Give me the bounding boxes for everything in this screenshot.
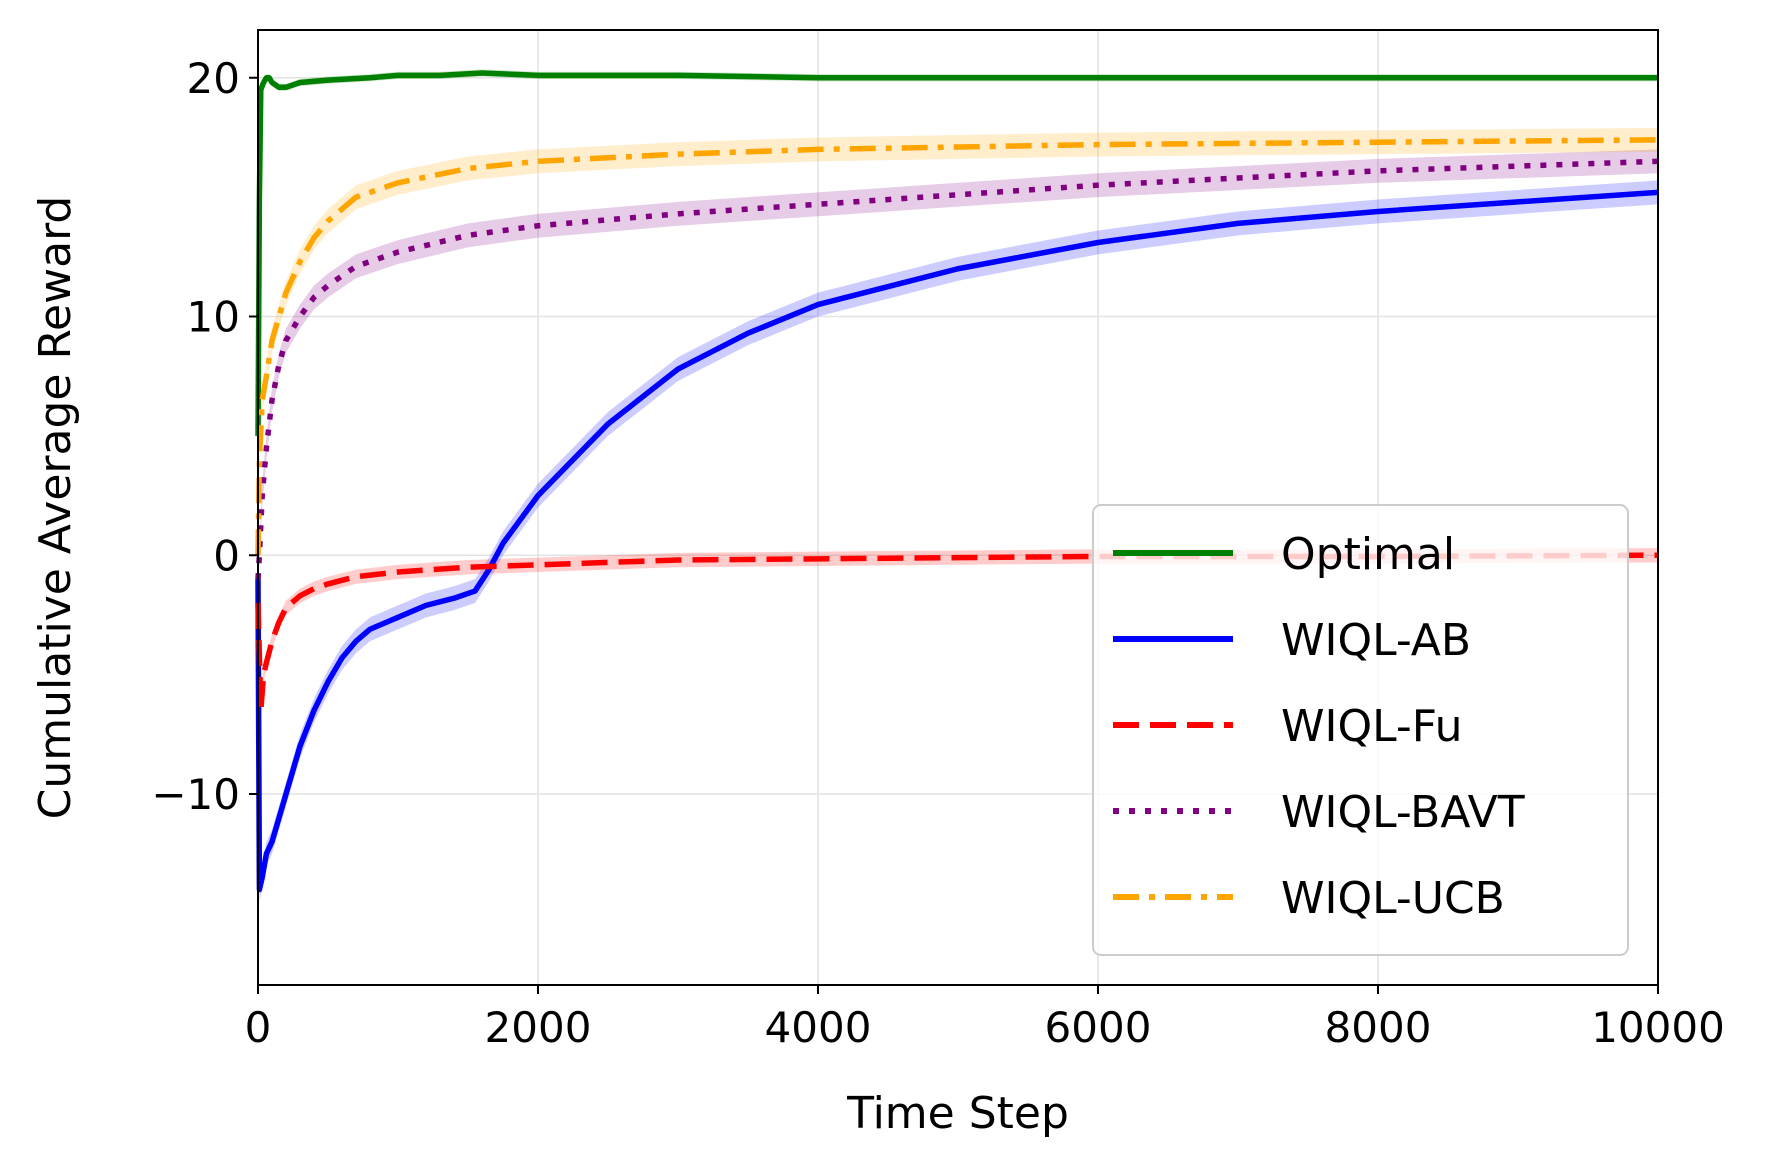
- optimal-line: [255, 70, 1658, 436]
- x-axis-label: Time Step: [846, 1088, 1069, 1139]
- legend-label-wiql-bavt: WIQL-BAVT: [1281, 787, 1525, 838]
- x-tick-label: 2000: [485, 1003, 592, 1052]
- y-tick-label: 10: [187, 293, 240, 342]
- x-tick-label: 6000: [1045, 1003, 1152, 1052]
- legend: Optimal WIQL-AB WIQL-Fu WIQL-BAVT WIQL-UCB: [1092, 504, 1629, 956]
- y-tick-label: 0: [213, 531, 240, 580]
- legend-label-wiql-ab: WIQL-AB: [1281, 615, 1471, 666]
- x-tick-label: 8000: [1325, 1003, 1432, 1052]
- wiql-fu-band: [258, 548, 1658, 718]
- plot-frame: [257, 29, 1659, 986]
- wiql-ucb-band: [258, 127, 1658, 568]
- y-tick-label: 20: [187, 54, 240, 103]
- legend-label-wiql-ucb: WIQL-UCB: [1281, 873, 1505, 924]
- y-tick-label: −10: [151, 770, 240, 819]
- confidence-bands: [258, 69, 1658, 902]
- axis-ticks: 0 2000 4000 6000 8000 10000 −10 0 10 20: [151, 54, 1724, 1052]
- x-tick-label: 4000: [765, 1003, 872, 1052]
- legend-label-optimal: Optimal: [1281, 529, 1455, 580]
- x-tick-label: 10000: [1591, 1003, 1725, 1052]
- wiql-ab-line: [255, 189, 1659, 893]
- legend-label-wiql-fu: WIQL-Fu: [1281, 701, 1463, 752]
- legend-box: [1092, 504, 1629, 956]
- wiql-fu-line: [255, 552, 1659, 714]
- x-tick-label: 0: [245, 1003, 272, 1052]
- wiql-ucb-line: [255, 137, 1659, 556]
- series-lines: [255, 70, 1659, 893]
- y-axis-label: Cumulative Average Reward: [30, 196, 81, 820]
